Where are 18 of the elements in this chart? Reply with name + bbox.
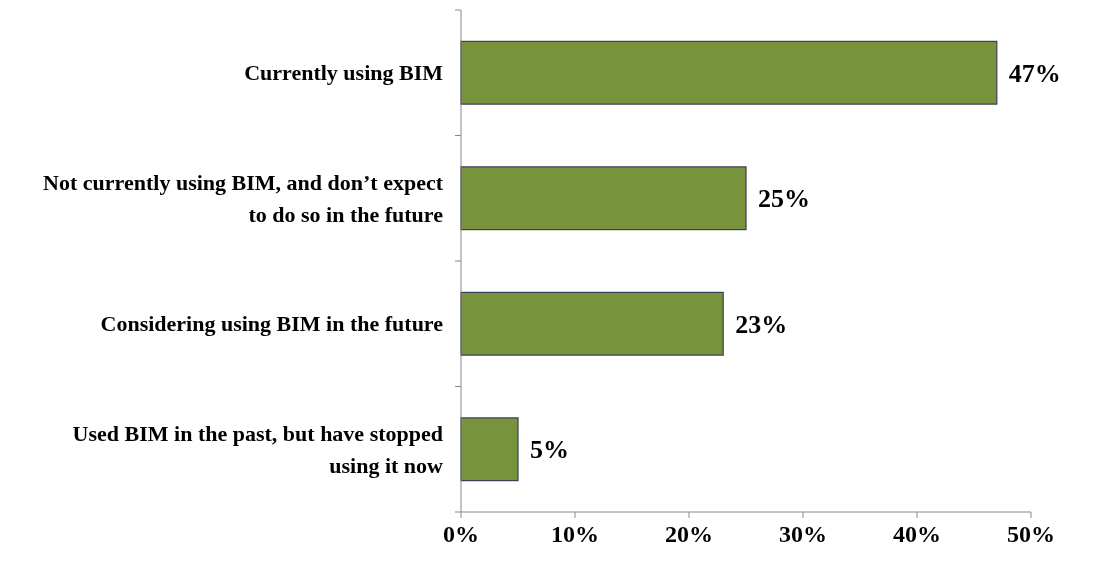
x-tick-label: 30%	[779, 521, 827, 547]
data-label: 47%	[1008, 58, 1061, 88]
x-tick-label: 40%	[893, 521, 941, 547]
x-tick-label: 50%	[1007, 521, 1055, 547]
x-tick-label: 10%	[551, 521, 599, 547]
bar	[460, 291, 724, 356]
data-label: 5%	[530, 435, 569, 465]
bar	[460, 417, 519, 482]
x-tick-label: 20%	[665, 521, 713, 547]
bar	[460, 166, 747, 231]
y-tick-label: Used BIM in the past, but have stopped using it now	[72, 421, 444, 478]
bar	[460, 40, 998, 105]
data-label: 23%	[735, 309, 788, 339]
data-label: 25%	[758, 184, 810, 214]
y-tick-label: Not currently using BIM, and don’t expect to do so in the future	[43, 170, 444, 227]
x-tick-label: 0%	[443, 521, 479, 547]
y-tick-label: Currently using BIM	[244, 60, 444, 86]
y-tick-label: Considering using BIM in the future	[100, 311, 444, 337]
